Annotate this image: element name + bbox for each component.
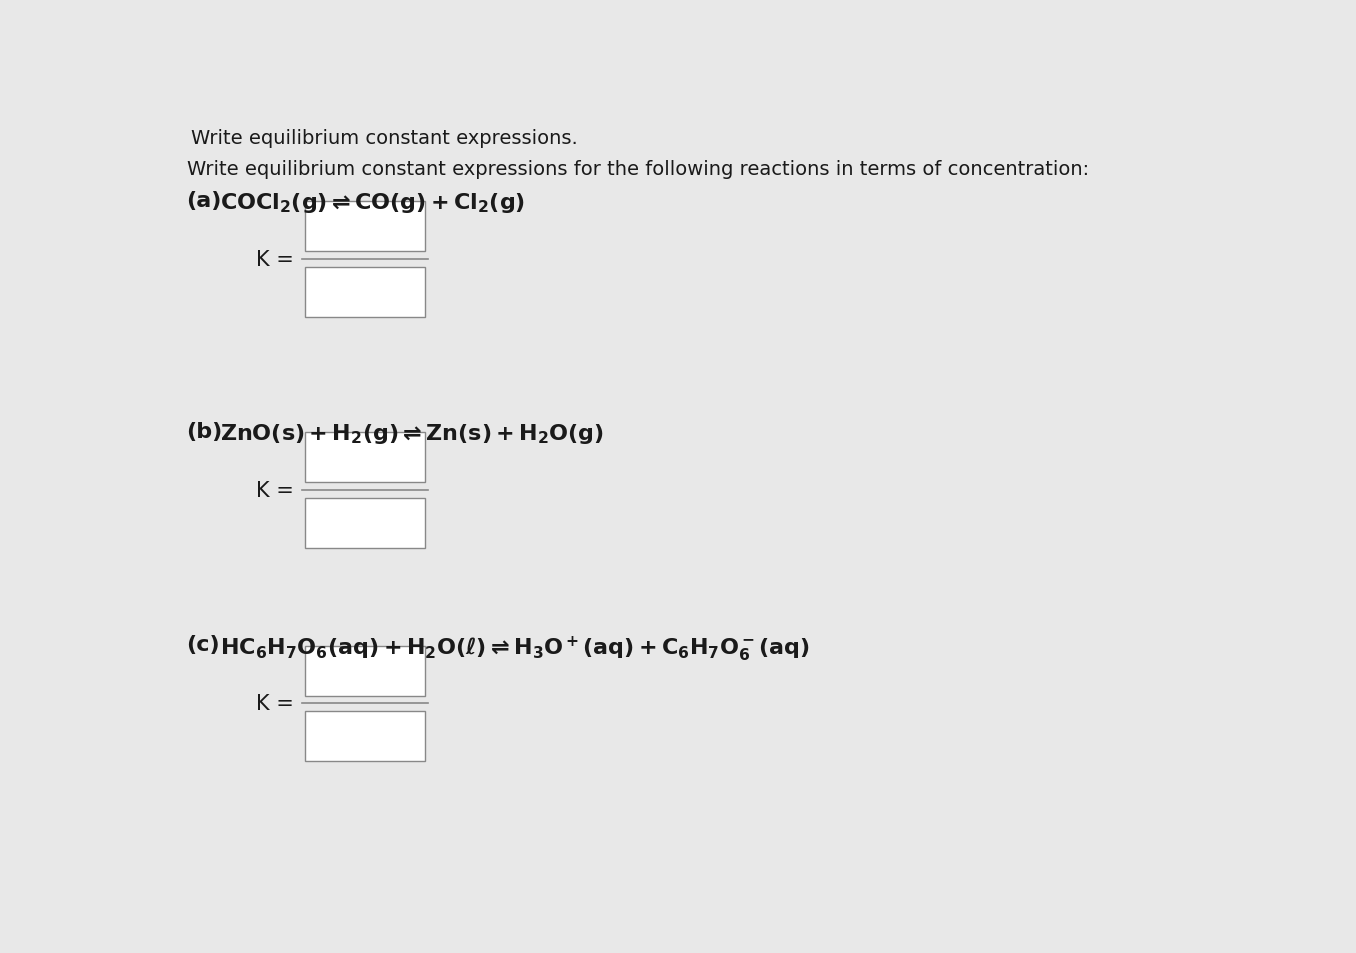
Bar <box>305 202 426 252</box>
Bar <box>305 498 426 548</box>
Text: $\mathbf{HC_6H_7O_6(aq) + H_2O(\ell)\rightleftharpoons H_3O^+(aq) + C_6H_7O_6^-(: $\mathbf{HC_6H_7O_6(aq) + H_2O(\ell)\rig… <box>220 635 810 663</box>
Text: Write equilibrium constant expressions for the following reactions in terms of c: Write equilibrium constant expressions f… <box>187 160 1089 179</box>
Text: (b): (b) <box>187 421 222 441</box>
Text: $\mathbf{ZnO(s) + H_2(g)\rightleftharpoons Zn(s) + H_2O(g)}$: $\mathbf{ZnO(s) + H_2(g)\rightleftharpoo… <box>220 421 603 445</box>
Bar <box>305 646 426 696</box>
Bar <box>305 711 426 761</box>
Text: K =: K = <box>255 480 293 500</box>
Text: (c): (c) <box>187 635 220 655</box>
Text: K =: K = <box>255 250 293 270</box>
Text: $\mathbf{COCl_2(g)\rightleftharpoons CO(g) + Cl_2(g)}$: $\mathbf{COCl_2(g)\rightleftharpoons CO(… <box>220 191 525 214</box>
Bar <box>305 268 426 317</box>
Text: K =: K = <box>255 694 293 714</box>
Bar <box>305 433 426 483</box>
Text: Write equilibrium constant expressions.: Write equilibrium constant expressions. <box>191 129 578 148</box>
Text: (a): (a) <box>187 191 222 211</box>
